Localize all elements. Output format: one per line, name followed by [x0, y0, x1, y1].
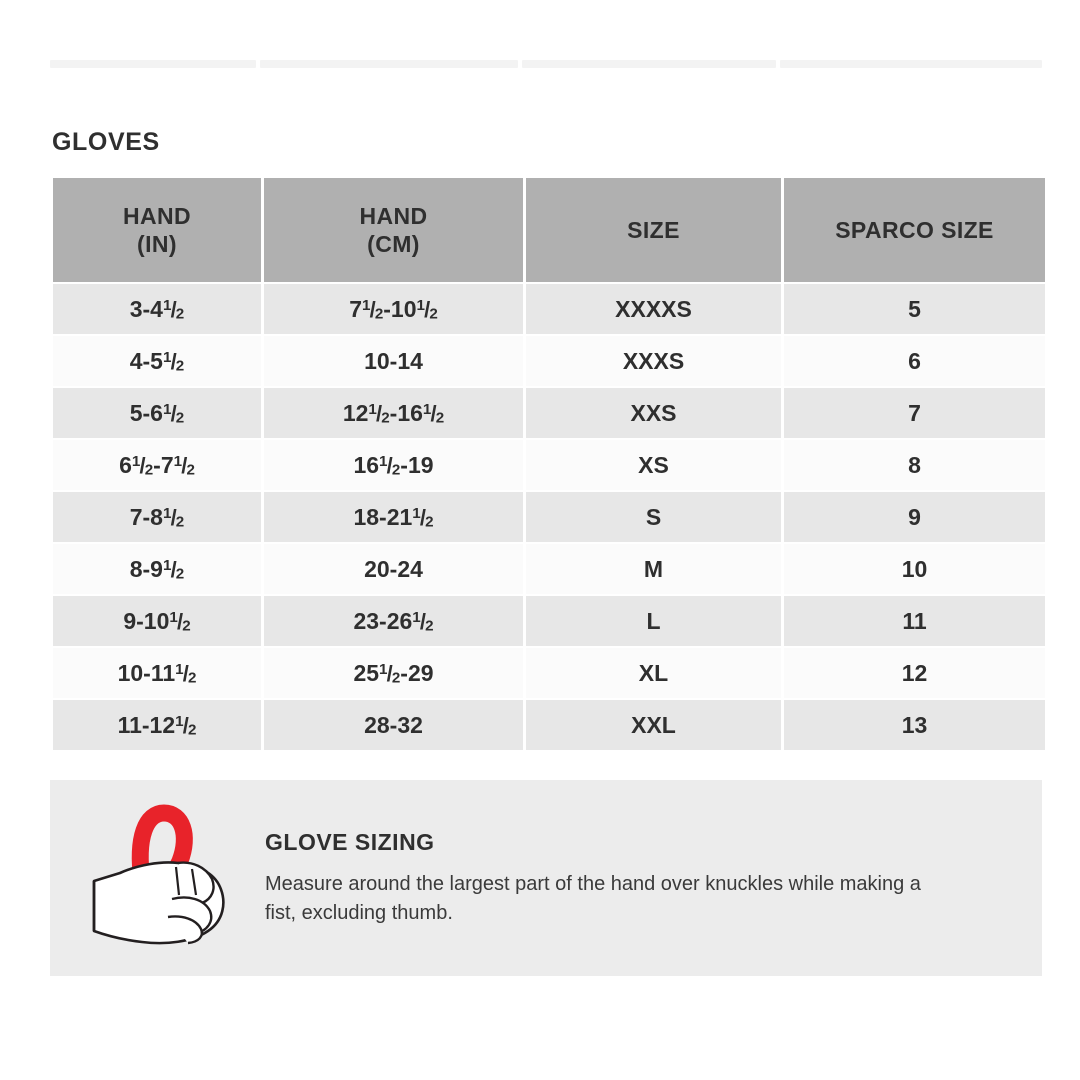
table-row: 9-101/2 23-261/2 L 11 — [53, 596, 1045, 646]
column-header-sparco-size: SPARCO SIZE — [784, 178, 1045, 282]
glove-sizing-info-panel: GLOVE SIZING Measure around the largest … — [50, 780, 1042, 976]
cell-size: M — [526, 544, 781, 594]
column-header-line1: HAND — [359, 202, 428, 229]
table-row: 5-61/2 121/2-161/2 XXS 7 — [53, 388, 1045, 438]
cell-hand-cm: 18-211/2 — [264, 492, 523, 542]
cell-size: S — [526, 492, 781, 542]
cell-hand-cm: 251/2-29 — [264, 648, 523, 698]
cell-hand-in: 10-111/2 — [53, 648, 261, 698]
info-body: Measure around the largest part of the h… — [265, 873, 921, 924]
cell-hand-in: 5-61/2 — [53, 388, 261, 438]
cell-sparco-size: 13 — [784, 700, 1045, 750]
cell-size: XS — [526, 440, 781, 490]
cell-hand-in: 7-81/2 — [53, 492, 261, 542]
cell-sparco-size: 7 — [784, 388, 1045, 438]
column-header-line1: SPARCO SIZE — [835, 216, 994, 243]
table-header-row: HAND (IN) HAND (CM) SIZE SPARCO SIZE — [53, 178, 1045, 282]
cell-hand-in: 11-121/2 — [53, 700, 261, 750]
table-row: 61/2-71/2 161/2-19 XS 8 — [53, 440, 1045, 490]
column-header-line1: HAND — [122, 202, 192, 229]
cell-size: XXXS — [526, 336, 781, 386]
glove-size-table: HAND (IN) HAND (CM) SIZE SPARCO SIZE 3-4… — [50, 176, 1048, 752]
table-body: 3-41/2 71/2-101/2 XXXXS 5 4-51/2 10-14 XXXS 6 5-… — [53, 284, 1045, 750]
cell-hand-cm: 10-14 — [264, 336, 523, 386]
fist-with-measuring-arrow-icon — [50, 803, 265, 953]
cell-size: XXXXS — [526, 284, 781, 334]
cell-size: XXL — [526, 700, 781, 750]
table-row: 8-91/2 20-24 M 10 — [53, 544, 1045, 594]
table-row: 11-121/2 28-32 XXL 13 — [53, 700, 1045, 750]
cell-hand-in: 9-101/2 — [53, 596, 261, 646]
sliver-cell-1 — [50, 60, 256, 68]
column-header-size: SIZE — [526, 178, 781, 282]
cell-hand-in: 3-41/2 — [53, 284, 261, 334]
cell-size: XL — [526, 648, 781, 698]
cell-size: XXS — [526, 388, 781, 438]
cell-sparco-size: 11 — [784, 596, 1045, 646]
column-header-hand-cm: HAND (CM) — [264, 178, 523, 282]
cell-hand-in: 4-51/2 — [53, 336, 261, 386]
column-header-line2: (IN) — [137, 231, 177, 257]
sliver-cell-4 — [780, 60, 1042, 68]
page-title: GLOVES — [52, 128, 160, 156]
table-row: 10-111/2 251/2-29 XL 12 — [53, 648, 1045, 698]
column-header-line2: (CM) — [367, 231, 420, 257]
sliver-cell-3 — [522, 60, 776, 68]
cell-hand-cm: 161/2-19 — [264, 440, 523, 490]
cell-hand-cm: 121/2-161/2 — [264, 388, 523, 438]
sliver-cell-2 — [260, 60, 518, 68]
table-row: 3-41/2 71/2-101/2 XXXXS 5 — [53, 284, 1045, 334]
cell-sparco-size: 6 — [784, 336, 1045, 386]
cell-hand-cm: 20-24 — [264, 544, 523, 594]
cell-sparco-size: 12 — [784, 648, 1045, 698]
table-row: 4-51/2 10-14 XXXS 6 — [53, 336, 1045, 386]
info-heading: GLOVE SIZING — [265, 829, 435, 856]
cell-sparco-size: 10 — [784, 544, 1045, 594]
cell-sparco-size: 5 — [784, 284, 1045, 334]
cell-sparco-size: 9 — [784, 492, 1045, 542]
column-header-line1: SIZE — [627, 216, 680, 243]
info-text-block: GLOVE SIZING Measure around the largest … — [265, 829, 1042, 927]
table-row: 7-81/2 18-211/2 S 9 — [53, 492, 1045, 542]
truncated-table-sliver — [50, 60, 1042, 68]
cell-hand-in: 61/2-71/2 — [53, 440, 261, 490]
cell-hand-in: 8-91/2 — [53, 544, 261, 594]
column-header-hand-in: HAND (IN) — [53, 178, 261, 282]
cell-sparco-size: 8 — [784, 440, 1045, 490]
cell-size: L — [526, 596, 781, 646]
cell-hand-cm: 28-32 — [264, 700, 523, 750]
cell-hand-cm: 23-261/2 — [264, 596, 523, 646]
cell-hand-cm: 71/2-101/2 — [264, 284, 523, 334]
